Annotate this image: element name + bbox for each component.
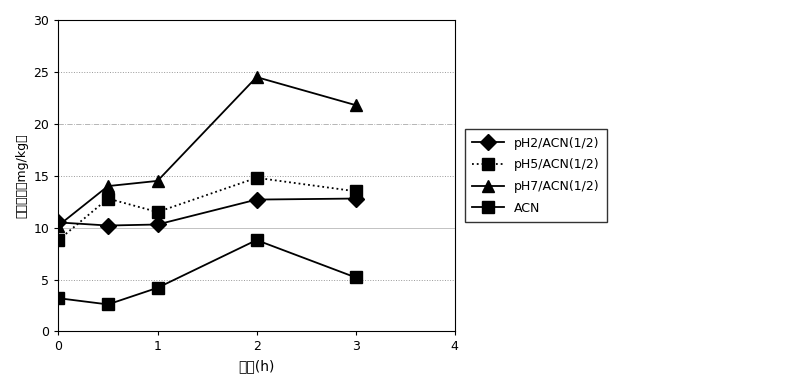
pH5/ACN(1/2) bbox=[351, 189, 361, 194]
ACN bbox=[103, 302, 113, 307]
Line: pH7/ACN(1/2): pH7/ACN(1/2) bbox=[53, 71, 361, 231]
ACN bbox=[252, 238, 262, 242]
Line: pH2/ACN(1/2): pH2/ACN(1/2) bbox=[53, 193, 361, 231]
pH5/ACN(1/2) bbox=[153, 210, 162, 214]
pH5/ACN(1/2) bbox=[103, 196, 113, 201]
pH5/ACN(1/2) bbox=[252, 175, 262, 180]
pH7/ACN(1/2) bbox=[54, 223, 63, 228]
pH5/ACN(1/2) bbox=[54, 238, 63, 242]
pH2/ACN(1/2) bbox=[54, 220, 63, 225]
pH7/ACN(1/2) bbox=[153, 178, 162, 183]
X-axis label: 时间(h): 时间(h) bbox=[238, 359, 274, 373]
ACN bbox=[54, 296, 63, 301]
pH2/ACN(1/2) bbox=[252, 197, 262, 202]
Legend: pH2/ACN(1/2), pH5/ACN(1/2), pH7/ACN(1/2), ACN: pH2/ACN(1/2), pH5/ACN(1/2), pH7/ACN(1/2)… bbox=[465, 129, 606, 222]
pH2/ACN(1/2) bbox=[153, 222, 162, 227]
Line: pH5/ACN(1/2): pH5/ACN(1/2) bbox=[53, 172, 361, 246]
ACN bbox=[153, 286, 162, 290]
pH2/ACN(1/2) bbox=[351, 196, 361, 201]
ACN bbox=[351, 275, 361, 280]
pH2/ACN(1/2) bbox=[103, 223, 113, 228]
Y-axis label: 甲醉含量（mg/kg）: 甲醉含量（mg/kg） bbox=[15, 133, 28, 218]
Line: ACN: ACN bbox=[53, 234, 361, 310]
pH7/ACN(1/2) bbox=[103, 184, 113, 189]
pH7/ACN(1/2) bbox=[351, 103, 361, 107]
pH7/ACN(1/2) bbox=[252, 75, 262, 80]
